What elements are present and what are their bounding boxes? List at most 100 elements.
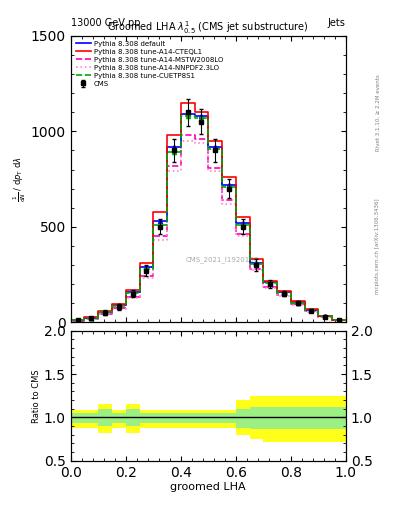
Pythia 8.308 tune-A14-MSTW2008LO [220, 197, 224, 203]
Pythia 8.308 tune-CUETP8S1 [82, 317, 87, 324]
Pythia 8.308 tune-A14-CTEQL1 [110, 308, 114, 314]
Pythia 8.308 tune-A14-CTEQL1 [178, 132, 183, 138]
Pythia 8.308 tune-A14-MSTW2008LO [288, 301, 293, 307]
Pythia 8.308 default [151, 218, 156, 224]
Pythia 8.308 tune-A14-NNPDF2.3LO [137, 275, 142, 282]
Pythia 8.308 default [206, 143, 211, 150]
Pythia 8.308 tune-A14-CTEQL1 [192, 109, 197, 115]
Pythia 8.308 tune-CUETP8S1 [247, 222, 252, 228]
Pythia 8.308 tune-A14-MSTW2008LO [123, 305, 128, 311]
Pythia 8.308 tune-A14-CTEQL1 [316, 312, 321, 318]
Pythia 8.308 tune-CUETP8S1 [123, 290, 128, 296]
Pythia 8.308 tune-A14-MSTW2008LO [82, 316, 87, 322]
Pythia 8.308 tune-A14-NNPDF2.3LO [302, 309, 307, 315]
Pythia 8.308 tune-A14-NNPDF2.3LO [110, 306, 114, 312]
Pythia 8.308 tune-CUETP8S1 [82, 315, 87, 322]
Pythia 8.308 tune-A14-CTEQL1 [288, 298, 293, 304]
Pythia 8.308 tune-A14-NNPDF2.3LO [165, 237, 169, 243]
Pythia 8.308 tune-A14-NNPDF2.3LO [343, 317, 348, 324]
Pythia 8.308 tune-CUETP8S1 [343, 317, 348, 323]
Pythia 8.308 default [302, 307, 307, 313]
Pythia 8.308 tune-A14-CTEQL1 [123, 301, 128, 307]
Pythia 8.308 default [68, 317, 73, 324]
Pythia 8.308 tune-CUETP8S1 [110, 309, 114, 315]
Pythia 8.308 tune-A14-MSTW2008LO [330, 314, 334, 320]
Pythia 8.308 default [302, 299, 307, 305]
Pythia 8.308 tune-A14-MSTW2008LO [247, 266, 252, 272]
Pythia 8.308 default [343, 317, 348, 323]
Pythia 8.308 tune-A14-MSTW2008LO [137, 294, 142, 301]
Pythia 8.308 default [123, 302, 128, 308]
Pythia 8.308 tune-A14-CTEQL1 [178, 100, 183, 106]
Pythia 8.308 tune-A14-NNPDF2.3LO [110, 311, 114, 317]
Pythia 8.308 tune-A14-NNPDF2.3LO [247, 267, 252, 273]
Pythia 8.308 tune-A14-MSTW2008LO [123, 294, 128, 301]
Pythia 8.308 default [123, 289, 128, 295]
Pythia 8.308 tune-A14-CTEQL1 [165, 208, 169, 215]
Line: Pythia 8.308 tune-A14-MSTW2008LO: Pythia 8.308 tune-A14-MSTW2008LO [71, 135, 346, 321]
Text: Jets: Jets [328, 18, 346, 28]
Text: CMS_2021_I1920187: CMS_2021_I1920187 [185, 256, 259, 263]
Pythia 8.308 tune-A14-CTEQL1 [330, 312, 334, 318]
Pythia 8.308 tune-A14-MSTW2008LO [275, 291, 279, 297]
Pythia 8.308 tune-A14-NNPDF2.3LO [192, 140, 197, 146]
Pythia 8.308 tune-A14-MSTW2008LO [178, 163, 183, 169]
Pythia 8.308 tune-CUETP8S1 [206, 115, 211, 121]
Pythia 8.308 tune-A14-MSTW2008LO [302, 308, 307, 314]
Pythia 8.308 tune-A14-CTEQL1 [220, 138, 224, 144]
Pythia 8.308 tune-CUETP8S1 [206, 145, 211, 152]
Pythia 8.308 tune-CUETP8S1 [247, 261, 252, 267]
Pythia 8.308 tune-CUETP8S1 [220, 145, 224, 152]
Pythia 8.308 tune-A14-MSTW2008LO [220, 164, 224, 170]
Y-axis label: $\frac{1}{\mathrm{d}N}$ / $\mathrm{d}p_\mathrm{T}$ $\mathrm{d}\lambda$: $\frac{1}{\mathrm{d}N}$ / $\mathrm{d}p_\… [11, 156, 28, 202]
Pythia 8.308 tune-CUETP8S1 [316, 313, 321, 319]
Text: Rivet 3.1.10, ≥ 2.2M events: Rivet 3.1.10, ≥ 2.2M events [375, 74, 380, 151]
Pythia 8.308 tune-CUETP8S1 [275, 280, 279, 286]
Pythia 8.308 tune-A14-CTEQL1 [343, 317, 348, 323]
Pythia 8.308 tune-CUETP8S1 [330, 313, 334, 319]
Pythia 8.308 tune-A14-NNPDF2.3LO [206, 168, 211, 175]
Pythia 8.308 default [165, 143, 169, 150]
Pythia 8.308 tune-A14-NNPDF2.3LO [330, 314, 334, 320]
Pythia 8.308 tune-A14-MSTW2008LO [233, 197, 238, 203]
Pythia 8.308 tune-CUETP8S1 [261, 280, 266, 286]
Pythia 8.308 tune-A14-MSTW2008LO [137, 273, 142, 280]
Pythia 8.308 tune-A14-MSTW2008LO [261, 284, 266, 290]
Pythia 8.308 tune-A14-CTEQL1 [137, 287, 142, 293]
Pythia 8.308 tune-A14-NNPDF2.3LO [220, 168, 224, 175]
Pythia 8.308 tune-A14-CTEQL1 [206, 109, 211, 115]
Pythia 8.308 tune-A14-NNPDF2.3LO [165, 168, 169, 175]
Pythia 8.308 default [110, 309, 114, 315]
Pythia 8.308 tune-A14-MSTW2008LO [288, 291, 293, 297]
Pythia 8.308 tune-A14-NNPDF2.3LO [96, 316, 101, 322]
Pythia 8.308 tune-A14-NNPDF2.3LO [96, 311, 101, 317]
Pythia 8.308 tune-A14-NNPDF2.3LO [68, 317, 73, 324]
Pythia 8.308 tune-A14-MSTW2008LO [261, 266, 266, 272]
Pythia 8.308 tune-A14-NNPDF2.3LO [206, 140, 211, 146]
Pythia 8.308 tune-A14-NNPDF2.3LO [178, 168, 183, 175]
Pythia 8.308 tune-A14-NNPDF2.3LO [288, 302, 293, 308]
Pythia 8.308 tune-A14-NNPDF2.3LO [82, 317, 87, 324]
Pythia 8.308 tune-A14-CTEQL1 [302, 306, 307, 312]
Pythia 8.308 tune-A14-NNPDF2.3LO [247, 233, 252, 240]
Pythia 8.308 tune-CUETP8S1 [110, 303, 114, 309]
Pythia 8.308 tune-A14-NNPDF2.3LO [261, 285, 266, 291]
Pythia 8.308 tune-A14-MSTW2008LO [68, 317, 73, 324]
Line: Pythia 8.308 tune-A14-NNPDF2.3LO: Pythia 8.308 tune-A14-NNPDF2.3LO [71, 141, 346, 321]
Pythia 8.308 default [192, 113, 197, 119]
Pythia 8.308 tune-CUETP8S1 [137, 290, 142, 296]
Pythia 8.308 tune-CUETP8S1 [233, 184, 238, 190]
Pythia 8.308 tune-A14-CTEQL1 [316, 306, 321, 312]
Pythia 8.308 default [137, 289, 142, 295]
Pythia 8.308 tune-CUETP8S1 [68, 317, 73, 324]
Pythia 8.308 tune-A14-MSTW2008LO [302, 301, 307, 307]
Pythia 8.308 tune-A14-CTEQL1 [247, 256, 252, 262]
Pythia 8.308 tune-A14-MSTW2008LO [316, 308, 321, 314]
Pythia 8.308 tune-A14-NNPDF2.3LO [261, 267, 266, 273]
Pythia 8.308 tune-CUETP8S1 [261, 261, 266, 267]
Pythia 8.308 tune-CUETP8S1 [288, 290, 293, 296]
Pythia 8.308 tune-A14-NNPDF2.3LO [302, 302, 307, 308]
Pythia 8.308 tune-A14-NNPDF2.3LO [316, 314, 321, 320]
Pythia 8.308 tune-A14-NNPDF2.3LO [123, 306, 128, 312]
Pythia 8.308 tune-A14-NNPDF2.3LO [178, 138, 183, 144]
